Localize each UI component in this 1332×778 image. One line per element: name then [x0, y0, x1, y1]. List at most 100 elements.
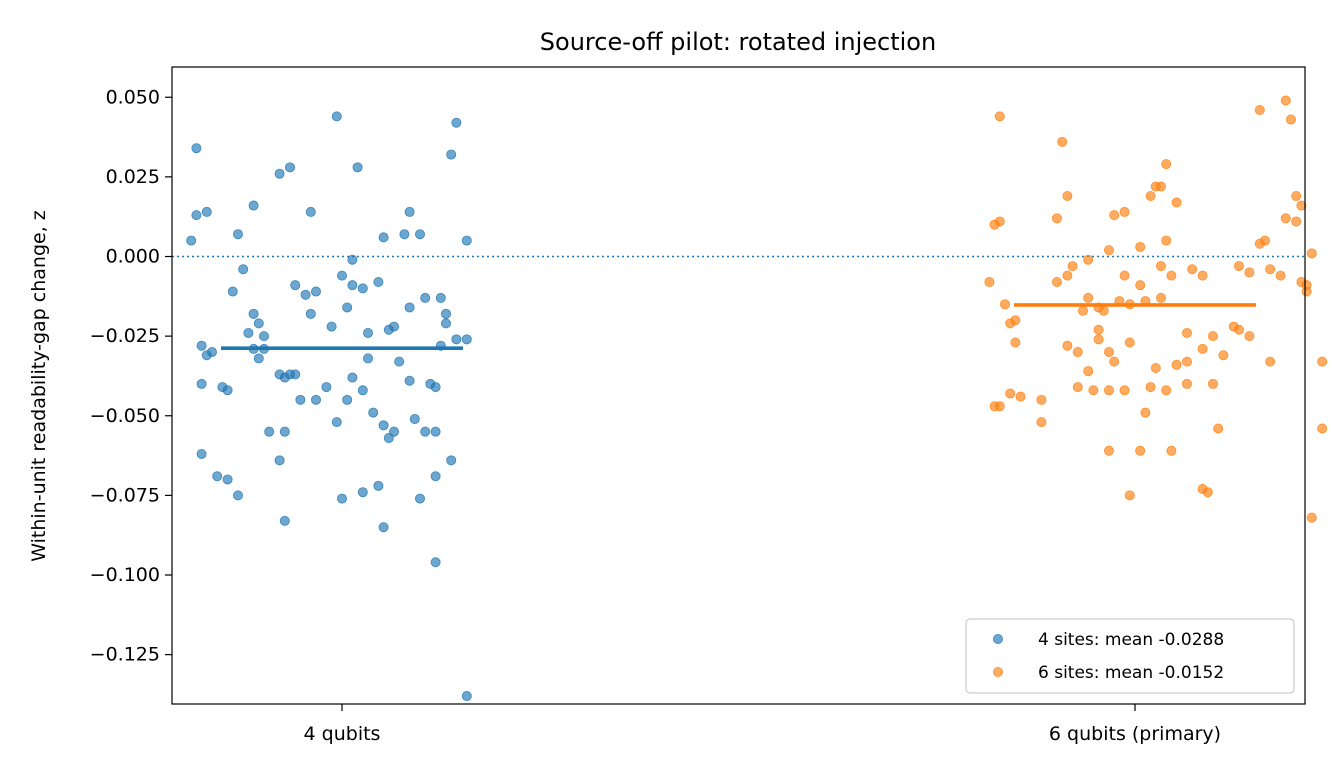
data-point [461, 235, 472, 246]
y-tick-label: −0.075 [90, 484, 160, 506]
data-point [414, 229, 425, 240]
data-point [1182, 356, 1193, 367]
data-point [394, 356, 405, 367]
data-point [1010, 315, 1021, 326]
data-point [357, 385, 368, 396]
data-point [1104, 385, 1115, 396]
data-point [1254, 104, 1265, 115]
data-point [1286, 114, 1297, 125]
data-point [248, 200, 259, 211]
y-axis-label: Within-unit readability-gap change, z [28, 210, 50, 562]
y-tick-label: 0.000 [106, 246, 160, 268]
data-point [347, 372, 358, 383]
data-point [1208, 378, 1219, 389]
data-point [1145, 382, 1156, 393]
data-point [1124, 490, 1135, 501]
data-point [1083, 292, 1094, 303]
data-point [1317, 356, 1328, 367]
data-point [1072, 347, 1083, 358]
data-point [1244, 267, 1255, 278]
x-tick-label: 4 qubits [304, 723, 381, 745]
data-point [420, 292, 431, 303]
data-point [1161, 235, 1172, 246]
y-tick-label: −0.100 [90, 564, 160, 586]
data-point [1156, 292, 1167, 303]
data-point [1280, 95, 1291, 106]
data-point [430, 426, 441, 437]
data-point [253, 353, 264, 364]
data-point [253, 318, 264, 329]
data-point [222, 385, 233, 396]
data-point [1057, 136, 1068, 147]
data-point [1119, 385, 1130, 396]
data-point [373, 480, 384, 491]
data-point [1218, 350, 1229, 361]
data-point [1182, 327, 1193, 338]
data-point [414, 493, 425, 504]
data-point [1291, 216, 1302, 227]
data-point [1052, 276, 1063, 287]
data-point [1234, 324, 1245, 335]
data-point [984, 276, 995, 287]
data-point [1275, 270, 1286, 281]
data-point [378, 232, 389, 243]
data-point [279, 372, 290, 383]
data-point [1301, 286, 1312, 297]
data-point [1150, 362, 1161, 373]
legend-label: 4 sites: mean -0.0288 [1038, 630, 1224, 650]
data-point [1265, 264, 1276, 275]
data-point [1161, 159, 1172, 170]
data-point [284, 162, 295, 173]
data-point [404, 206, 415, 217]
data-point [279, 515, 290, 526]
data-point [1156, 181, 1167, 192]
data-point [1052, 213, 1063, 224]
plot-area: 0.050 0.025 0.000 −0.025 −0.050 −0.075 −0.100 −… [90, 66, 1328, 745]
data-point [248, 308, 259, 319]
data-point [409, 413, 420, 424]
data-point [1182, 378, 1193, 389]
data-point [399, 229, 410, 240]
data-point [446, 149, 457, 160]
data-point [264, 426, 275, 437]
data-point [420, 426, 431, 437]
data-point [989, 219, 1000, 230]
data-point [461, 334, 472, 345]
data-point [1109, 356, 1120, 367]
data-point [430, 382, 441, 393]
data-point [994, 111, 1005, 122]
data-point [446, 455, 457, 466]
data-point [1062, 190, 1073, 201]
data-point [1104, 245, 1115, 256]
data-point [994, 401, 1005, 412]
data-point [258, 331, 269, 342]
data-point [196, 448, 207, 459]
data-point [1234, 261, 1245, 272]
data-point [1135, 280, 1146, 291]
data-point [1015, 391, 1026, 402]
data-point [191, 210, 202, 221]
data-point [232, 229, 243, 240]
data-point [326, 321, 337, 332]
data-point [222, 474, 233, 485]
data-point [430, 557, 441, 568]
data-point [1145, 190, 1156, 201]
data-point [1171, 359, 1182, 370]
data-point [430, 471, 441, 482]
y-tick-label: −0.125 [90, 644, 160, 666]
data-point [1213, 423, 1224, 434]
data-point [1062, 270, 1073, 281]
data-point [388, 426, 399, 437]
y-tick-label: −0.025 [90, 325, 160, 347]
data-point [1202, 487, 1213, 498]
data-point [451, 117, 462, 128]
data-point [1244, 331, 1255, 342]
data-point [1083, 254, 1094, 265]
data-point [362, 353, 373, 364]
y-tick-label: 0.025 [106, 166, 160, 188]
data-point [1280, 213, 1291, 224]
data-point [1208, 331, 1219, 342]
legend-marker [993, 634, 1004, 645]
data-point [196, 378, 207, 389]
